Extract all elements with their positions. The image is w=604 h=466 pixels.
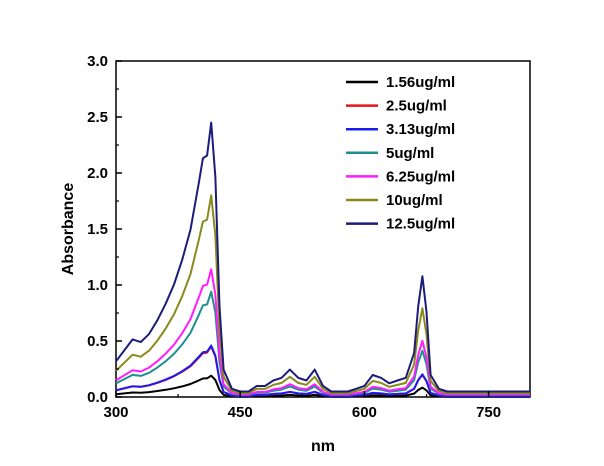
y-tick-label: 0.0 bbox=[87, 389, 108, 406]
x-tick-label: 450 bbox=[228, 404, 253, 421]
series-line-7 bbox=[115, 121, 530, 393]
legend-label-6: 10ug/ml bbox=[386, 192, 443, 209]
series-layer bbox=[115, 121, 530, 398]
legend-label-5: 6.25ug/ml bbox=[386, 168, 455, 185]
y-tick-label: 2.0 bbox=[87, 165, 108, 182]
series-line-5 bbox=[115, 268, 530, 396]
series-line-3 bbox=[115, 344, 530, 397]
tick-layer: 300 450 600 750 0.0 0.5 1.0 1.5 2.0 2.5 3.0 bbox=[87, 53, 501, 421]
x-tick-label: 600 bbox=[352, 404, 377, 421]
x-tick-label: 300 bbox=[103, 404, 128, 421]
x-axis-title: nm bbox=[311, 438, 335, 455]
y-axis-title: Absorbance bbox=[60, 183, 77, 276]
legend-label-3: 3.13ug/ml bbox=[386, 121, 455, 138]
series-line-1 bbox=[115, 374, 530, 398]
y-tick-label: 1.5 bbox=[87, 221, 108, 238]
legend: 1.56ug/ml 2.5ug/ml 3.13ug/ml 5ug/ml 6.25ug/m… bbox=[346, 74, 455, 233]
legend-label-4: 5ug/ml bbox=[386, 145, 434, 162]
y-tick-label: 3.0 bbox=[87, 53, 108, 70]
plot-frame bbox=[115, 60, 531, 398]
y-tick-label: 0.5 bbox=[87, 333, 108, 350]
legend-label-2: 2.5ug/ml bbox=[386, 98, 447, 115]
x-tick-label: 750 bbox=[476, 404, 501, 421]
y-tick-label: 1.0 bbox=[87, 277, 108, 294]
y-tick-label: 2.5 bbox=[87, 109, 108, 126]
series-line-6 bbox=[115, 194, 530, 394]
legend-label-1: 1.56ug/ml bbox=[386, 74, 455, 91]
legend-label-7: 12.5ug/ml bbox=[386, 216, 455, 233]
